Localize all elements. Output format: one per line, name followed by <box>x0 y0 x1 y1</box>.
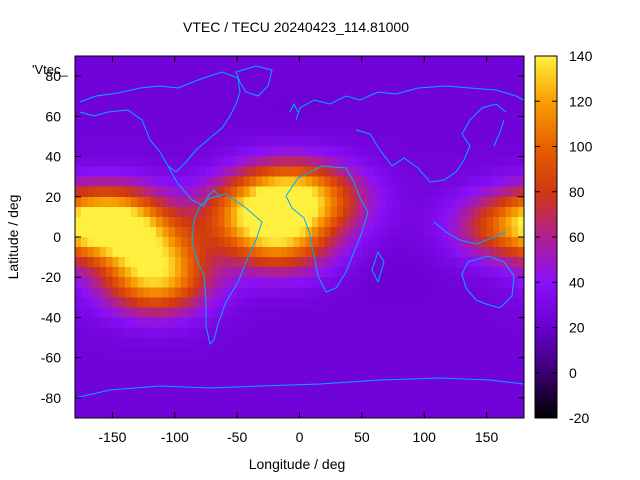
coastline-north-america <box>79 71 241 173</box>
coastline-australia <box>461 255 515 309</box>
colorbar-tick-label: 0 <box>569 365 577 381</box>
y-tick-label: -80 <box>41 390 61 406</box>
coastline-central-america <box>167 165 221 207</box>
colorbar-ticks: -20 0 20 40 60 80 100 120 140 <box>535 48 593 426</box>
y-tick-label: 0 <box>53 229 61 245</box>
y-tick-label: 80 <box>45 68 61 84</box>
colorbar: -20 0 20 40 60 80 100 120 140 <box>534 48 593 426</box>
colorbar-tick-label: 120 <box>569 93 593 109</box>
heatmap-plot: -150 -100 -50 0 50 100 150 -80 -60 -40 -20 0 20 40 60… <box>32 55 525 445</box>
coastline-greenland <box>235 65 273 97</box>
chart-title: VTEC / TECU 20240423_114.81000 <box>183 19 409 35</box>
colorbar-tick-label: 100 <box>569 139 593 155</box>
colorbar-tick-label: 80 <box>569 184 585 200</box>
x-tick-label: -100 <box>161 429 189 445</box>
coastline-eurasia <box>295 85 524 121</box>
colorbar-tick-label: -20 <box>569 410 589 426</box>
key-label: 'Vtec_ <box>32 62 68 77</box>
coastline-japan <box>493 119 505 147</box>
x-axis-label: Longitude / deg <box>249 456 346 472</box>
coastline-asia-south <box>355 103 507 183</box>
coastline-uk <box>289 102 299 113</box>
x-tick-label: 0 <box>296 429 304 445</box>
y-tick-label: -20 <box>41 269 61 285</box>
colorbar-tick-label: 40 <box>569 274 585 290</box>
y-tick-label: -60 <box>41 350 61 366</box>
x-tick-label: -150 <box>98 429 126 445</box>
y-axis-label: Latitude / deg <box>5 195 21 280</box>
x-tick-label: 150 <box>475 429 499 445</box>
x-tick-label: 50 <box>354 429 370 445</box>
coastline-africa <box>285 165 369 293</box>
x-tick-label: 100 <box>413 429 437 445</box>
coastline-south-america <box>191 193 263 345</box>
y-tick-label: 40 <box>45 149 61 165</box>
vtec-heatmap <box>75 56 524 418</box>
colorbar-tick-label: 20 <box>569 320 585 336</box>
y-axis-ticks: -80 -60 -40 -20 0 20 40 60 80 <box>41 68 524 406</box>
colorbar-tick-label: 60 <box>569 229 585 245</box>
colorbar-tick-label: 140 <box>569 48 593 64</box>
y-tick-label: 60 <box>45 108 61 124</box>
coastline-madagascar <box>371 250 385 284</box>
coastline-antarctica <box>75 377 524 399</box>
x-axis-ticks: -150 -100 -50 0 50 100 150 <box>98 56 498 445</box>
y-tick-label: -40 <box>41 309 61 325</box>
coastline-indonesia <box>433 221 507 245</box>
x-tick-label: -50 <box>227 429 247 445</box>
coastlines <box>75 65 524 399</box>
y-tick-label: 20 <box>45 189 61 205</box>
